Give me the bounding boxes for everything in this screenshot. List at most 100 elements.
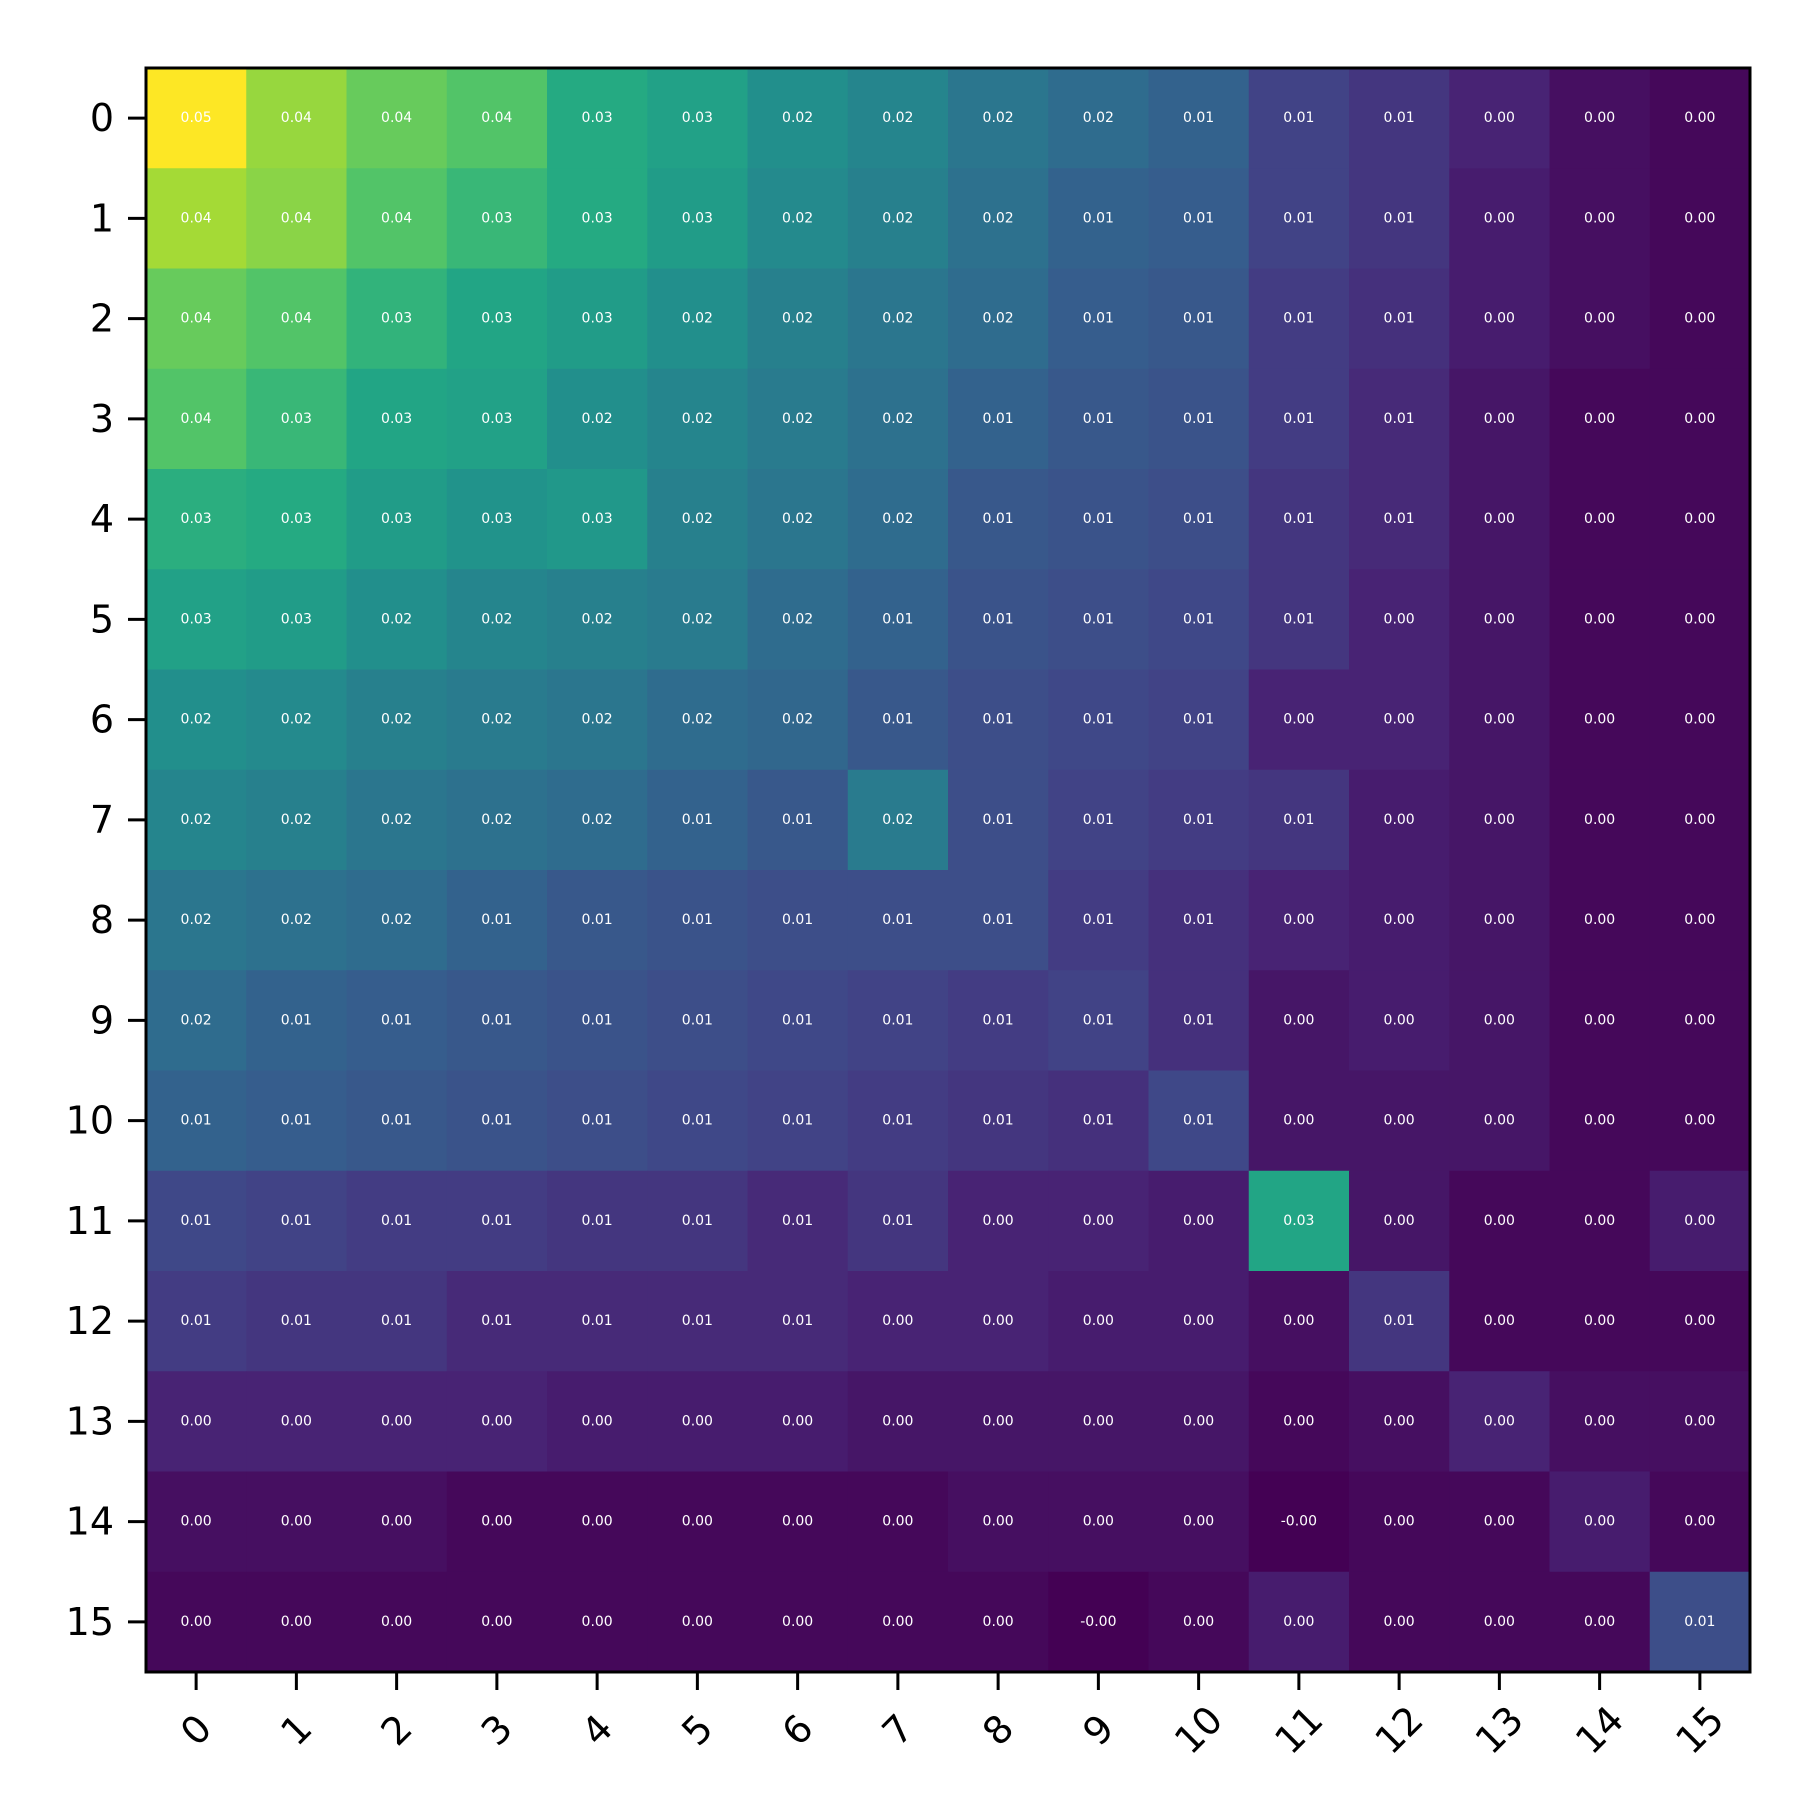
y-tick-label: 12: [66, 1299, 114, 1343]
heatmap-cell: [1649, 569, 1751, 671]
cell-value-label: 0.02: [582, 812, 613, 828]
cell-value-label: 0.02: [682, 511, 713, 527]
heatmap-cell: [647, 1170, 749, 1272]
cell-value-label: 0.00: [381, 1614, 412, 1630]
cell-value-label: 0.00: [1484, 1614, 1515, 1630]
heatmap-cell: [146, 1271, 247, 1372]
cell-value-label: 0.01: [983, 812, 1014, 828]
x-tick-label: 7: [874, 1706, 922, 1754]
cell-value-label: 0.00: [983, 1614, 1014, 1630]
cell-value-label: 0.01: [582, 1113, 613, 1129]
cell-value-label: 0.00: [1283, 712, 1314, 728]
cell-value-label: 0.00: [1584, 511, 1615, 527]
heatmap-cell: [547, 1371, 648, 1473]
heatmap-cell: [446, 1070, 548, 1172]
heatmap-cell: [948, 669, 1049, 771]
cell-value-label: 0.00: [1484, 912, 1515, 928]
heatmap-cell: [948, 769, 1049, 871]
cell-value-label: 0.01: [983, 1012, 1014, 1028]
heatmap-cell: [446, 368, 548, 470]
heatmap-cell: [747, 669, 849, 771]
heatmap-cell: [547, 68, 648, 169]
heatmap-cell: [1148, 1571, 1250, 1673]
cell-value-label: 0.02: [1083, 110, 1114, 126]
x-tick-label: 15: [1667, 1697, 1732, 1762]
heatmap-cell: [547, 1571, 648, 1673]
heatmap-cell: [1248, 469, 1350, 570]
cell-value-label: 0.00: [1584, 812, 1615, 828]
heatmap-cell: [1649, 769, 1751, 871]
heatmap-cell: [1148, 970, 1250, 1072]
heatmap-cell: [1549, 68, 1651, 169]
heatmap-cell: [747, 569, 849, 671]
cell-value-label: 0.04: [181, 210, 212, 226]
cell-value-label: 0.01: [782, 912, 813, 928]
heatmap-cell: [1148, 669, 1250, 771]
cell-value-label: 0.00: [481, 1514, 512, 1530]
heatmap-cell: [547, 1271, 648, 1372]
heatmap-cell: [1349, 168, 1450, 270]
cell-value-label: 0.01: [1083, 311, 1114, 327]
cell-value-label: 0.01: [682, 1213, 713, 1229]
heatmap-cell: [1649, 669, 1751, 771]
heatmap-cell: [1048, 268, 1150, 370]
cell-value-label: 0.00: [1584, 1413, 1615, 1429]
y-tick-label: 3: [90, 397, 114, 441]
cell-value-label: 0.01: [882, 1213, 913, 1229]
plot-frame: [144, 66, 1752, 1674]
cell-value-label: 0.01: [782, 1012, 813, 1028]
heatmap-cell: [1549, 1371, 1651, 1473]
cell-value-label: 0.01: [882, 912, 913, 928]
heatmap-cell: [647, 769, 749, 871]
heatmap-cell: [1649, 1371, 1751, 1473]
x-axis: 0 1 2 3 4 5 6 7 8 9 10 11 12 13 14 15: [172, 1672, 1733, 1763]
cell-value-label: 0.02: [181, 1012, 212, 1028]
cell-value-label: 0.00: [1384, 1413, 1415, 1429]
cell-value-label: 0.00: [1384, 812, 1415, 828]
heatmap-cell: [1649, 1271, 1751, 1372]
cell-value-label: 0.01: [1384, 1313, 1415, 1329]
cell-value-label: 0.03: [281, 511, 312, 527]
cell-value-label: 0.01: [1083, 812, 1114, 828]
cell-value-label: 0.00: [1684, 511, 1715, 527]
y-tick-label: 7: [90, 798, 114, 842]
cell-value-label: -0.00: [1281, 1514, 1317, 1530]
heatmap-cell: [948, 1571, 1049, 1673]
cell-value-label: 0.02: [782, 110, 813, 126]
x-tick-label: 1: [272, 1706, 320, 1754]
heatmap-cell: [1449, 1170, 1551, 1272]
cell-value-label: 0.01: [1083, 611, 1114, 627]
cell-value-label: 0.03: [381, 511, 412, 527]
cell-value-label: 0.00: [882, 1313, 913, 1329]
cell-value-label: 0.02: [782, 712, 813, 728]
cell-value-label: 0.00: [181, 1614, 212, 1630]
heatmap-cell: [146, 769, 247, 871]
heatmap-cell: [1549, 769, 1651, 871]
heatmap-cell: [1148, 469, 1250, 570]
heatmap-cell: [847, 769, 949, 871]
cell-value-label: 0.01: [582, 1012, 613, 1028]
cell-value-label: 0.00: [1484, 511, 1515, 527]
heatmap-cell: [948, 268, 1049, 370]
heatmap-cell: [1048, 970, 1150, 1072]
heatmap-cell: [1148, 368, 1250, 470]
heatmap-cell: [146, 368, 247, 470]
cell-value-label: 0.01: [181, 1313, 212, 1329]
cell-value-label: 0.04: [381, 110, 412, 126]
cell-value-label: 0.05: [181, 110, 212, 126]
heatmap-cell: [446, 268, 548, 370]
heatmap-cell: [1549, 1271, 1651, 1372]
heatmap-cell: [1549, 268, 1651, 370]
cell-value-label: 0.00: [1584, 1213, 1615, 1229]
cell-value-label: 0.03: [582, 311, 613, 327]
heatmap-cell: [246, 268, 348, 370]
cell-value-label: 0.02: [782, 210, 813, 226]
heatmap-cell: [1248, 1271, 1350, 1372]
cell-value-label: 0.03: [582, 110, 613, 126]
cell-value-label: 0.01: [983, 912, 1014, 928]
cell-value-label: 0.01: [582, 1213, 613, 1229]
cell-value-label: 0.02: [983, 311, 1014, 327]
heatmap-cell: [246, 870, 348, 971]
cell-value-label: 0.00: [381, 1413, 412, 1429]
